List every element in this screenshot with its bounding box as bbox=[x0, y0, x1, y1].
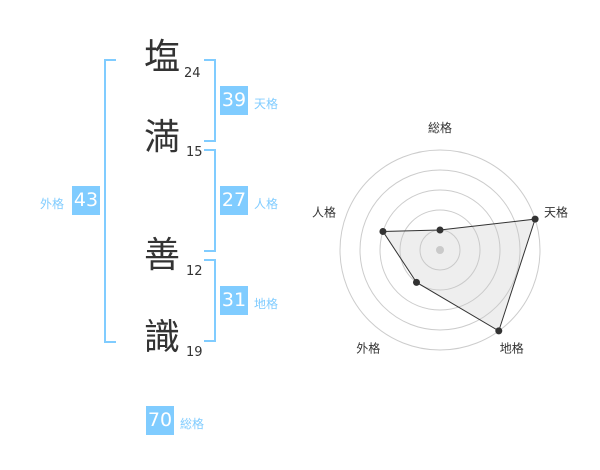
soukaku-label: 総格 bbox=[180, 417, 205, 431]
radar-point bbox=[495, 327, 503, 335]
tenkaku-label: 天格 bbox=[254, 97, 279, 111]
radar-point bbox=[436, 226, 444, 234]
gaikaku-bracket bbox=[104, 59, 116, 343]
jinkaku-value: 27 bbox=[220, 186, 248, 215]
radar-ring bbox=[379, 189, 501, 311]
radar-axis-label: 天格 bbox=[544, 204, 568, 219]
tenkaku-bracket bbox=[204, 59, 216, 142]
radar-point bbox=[531, 215, 539, 223]
jinkaku-bracket bbox=[204, 149, 216, 252]
radar-center bbox=[436, 246, 444, 254]
name-char: 識 bbox=[143, 317, 180, 358]
stroke-count: 24 bbox=[184, 66, 201, 81]
name-char: 善 bbox=[143, 235, 180, 276]
gaikaku-value: 43 bbox=[72, 186, 100, 215]
radar-point bbox=[379, 227, 387, 235]
stroke-count: 12 bbox=[186, 264, 203, 279]
radar-axis-label: 外格 bbox=[356, 341, 380, 356]
radar-ring bbox=[339, 149, 541, 351]
jinkaku-label: 人格 bbox=[254, 197, 279, 211]
radar-area bbox=[382, 218, 536, 332]
radar-axis-label: 地格 bbox=[500, 341, 524, 356]
radar-point bbox=[412, 278, 420, 286]
gaikaku-label: 外格 bbox=[40, 197, 65, 211]
tenkaku-value: 39 bbox=[220, 86, 248, 115]
chikaku-value: 31 bbox=[220, 286, 248, 315]
radar-ring bbox=[399, 209, 481, 291]
stroke-count: 15 bbox=[186, 145, 203, 160]
radar-axis-label: 人格 bbox=[312, 204, 336, 219]
soukaku-value: 70 bbox=[146, 406, 174, 435]
chikaku-label: 地格 bbox=[254, 297, 279, 311]
name-char: 満 bbox=[143, 117, 180, 158]
radar-axis-label: 総格 bbox=[428, 120, 452, 135]
radar-ring bbox=[359, 169, 521, 331]
name-char: 塩 bbox=[143, 37, 180, 78]
stroke-count: 19 bbox=[186, 345, 203, 360]
chikaku-bracket bbox=[204, 259, 216, 342]
